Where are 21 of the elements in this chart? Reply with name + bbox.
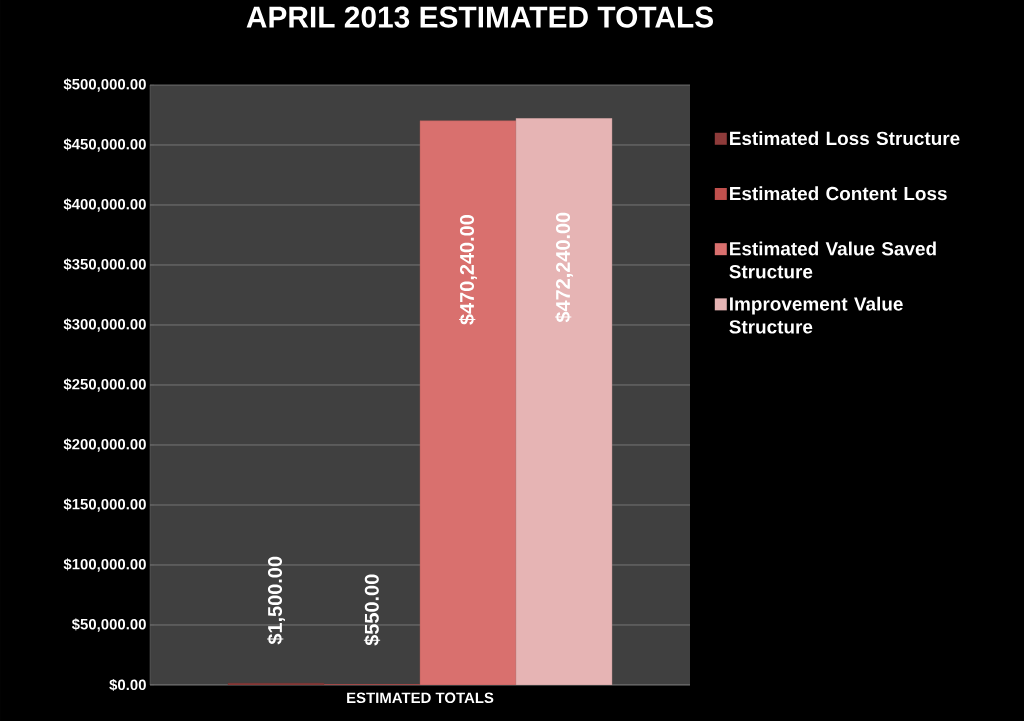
chart-title: APRIL 2013 ESTIMATED TOTALS — [246, 6, 713, 28]
data-label: $1,500.00 — [267, 556, 285, 645]
y-tick-label: $450,000.00 — [63, 138, 146, 152]
legend-label: Estimated Loss Structure — [730, 131, 960, 146]
y-tick-label: $500,000.00 — [63, 78, 146, 92]
y-tick-label: $300,000.00 — [63, 318, 146, 332]
y-tick-label: $400,000.00 — [63, 198, 146, 212]
y-tick-label: $250,000.00 — [63, 378, 146, 392]
legend-label: Improvement Value Structure — [729, 296, 903, 334]
y-tick-label: $50,000.00 — [71, 618, 146, 632]
data-label: $550.00 — [363, 574, 381, 646]
y-tick-label: $350,000.00 — [63, 258, 146, 272]
data-label: $472,240.00 — [555, 212, 573, 323]
y-tick-label: $0.00 — [109, 678, 146, 692]
legend-label: Estimated Content Loss — [730, 186, 947, 201]
y-tick-label: $100,000.00 — [63, 558, 146, 572]
data-label: $470,240.00 — [459, 215, 477, 325]
y-tick-label: $200,000.00 — [63, 438, 146, 452]
y-tick-label: $150,000.00 — [63, 498, 146, 512]
legend-label: Estimated Value Saved Structure — [729, 241, 936, 279]
x-tick-label: ESTIMATED TOTALS — [347, 692, 494, 704]
